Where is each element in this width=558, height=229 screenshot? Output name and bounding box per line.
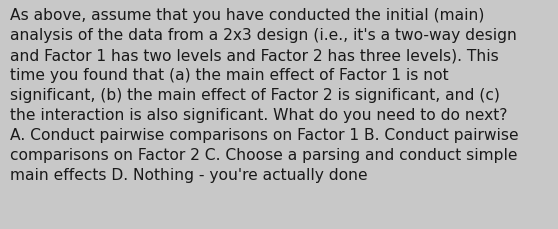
- Text: As above, assume that you have conducted the initial (main)
analysis of the data: As above, assume that you have conducted…: [10, 8, 519, 183]
